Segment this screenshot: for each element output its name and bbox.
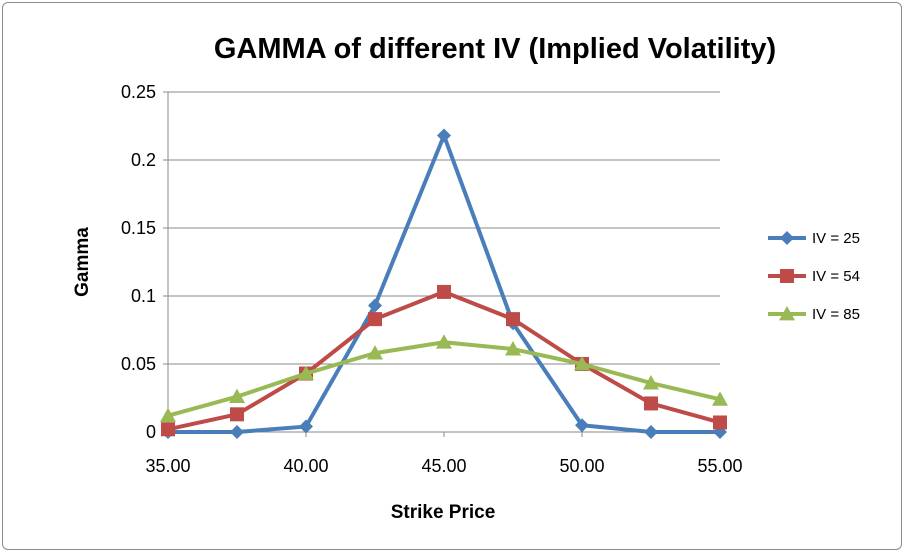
data-point [367,345,383,360]
x-tick-label: 40.00 [283,456,328,476]
data-point [160,407,176,423]
data-point [368,298,382,313]
legend-swatch-marker [779,306,795,321]
legend-label: IV = 85 [812,306,860,323]
y-tick-label: 0.2 [131,150,156,170]
data-point [229,388,245,404]
x-axis-label: Strike Price [391,502,496,523]
data-point [506,312,520,327]
data-point [298,365,314,380]
data-point [230,407,244,422]
y-tick-label: 0.15 [121,218,156,238]
data-point [713,415,727,430]
data-point [437,128,451,143]
data-point [644,396,658,411]
y-tick-label: 0.05 [121,354,156,374]
data-point [644,425,658,439]
legend-label: IV = 25 [812,230,860,247]
data-point [368,312,382,327]
y-tick-labels: 0 0.05 0.1 0.15 0.2 0.25 [121,82,156,442]
data-point [437,284,451,299]
series-line [167,289,721,432]
x-tick-label: 50.00 [559,456,604,476]
data-point [712,391,728,406]
y-tick-label: 0 [146,422,156,442]
legend-swatch-marker [780,269,794,283]
x-tick-label: 45.00 [421,456,466,476]
chart-title: GAMMA of different IV (Implied Volatilit… [214,33,776,65]
legend-label: IV = 54 [812,268,860,285]
legend-item-1: IV = 54 [768,268,860,285]
data-point [436,334,452,349]
series-line [168,133,720,434]
legend-item-0: IV = 25 [768,230,860,247]
x-tick-label: 35.00 [145,456,190,476]
series-1 [161,284,727,437]
x-tick-labels: 35.00 40.00 45.00 50.00 55.00 [145,456,742,476]
data-point [505,341,521,356]
x-tick-label: 55.00 [697,456,742,476]
y-axis-label: Gamma [72,227,93,297]
series-group [160,128,728,439]
y-tick-label: 0.25 [121,82,156,102]
data-point [161,422,175,437]
legend-swatch-marker [780,231,794,245]
data-point [574,356,590,371]
y-tick-label: 0.1 [131,286,156,306]
data-point [643,375,659,390]
data-point [230,425,244,439]
data-point [575,418,589,433]
series-2 [160,334,728,423]
legend: IV = 25 IV = 54 IV = 85 [768,230,860,323]
legend-item-2: IV = 85 [768,306,860,323]
data-point [299,419,313,434]
